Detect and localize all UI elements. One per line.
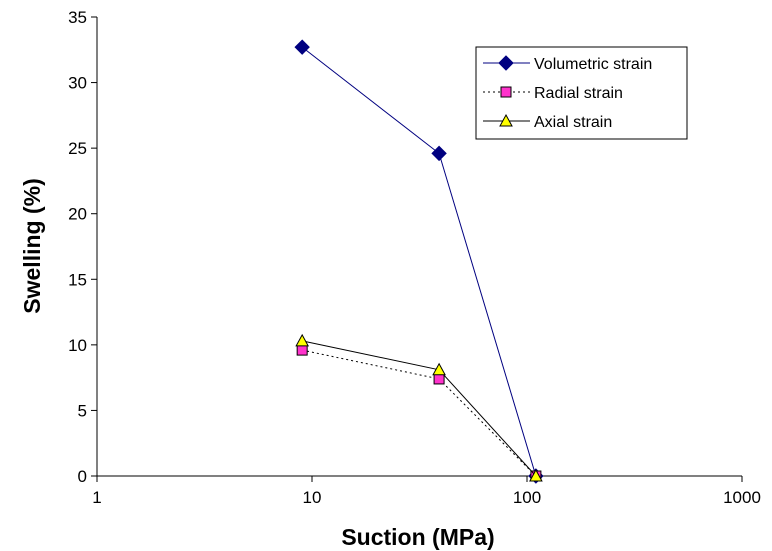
data-point [432,362,446,376]
legend-label: Radial strain [534,85,623,102]
x-tick-label: 1 [92,488,101,507]
y-tick-label: 0 [78,467,87,486]
y-axis-ticks: 0 5 10 15 20 25 30 35 [68,8,97,486]
x-tick-label: 10 [303,488,322,507]
legend: Volumetric strain Radial strain Axial stra… [475,46,688,140]
x-axis-ticks: 1 10 100 1000 [92,476,761,507]
legend-marker [499,113,513,127]
y-tick-label: 25 [68,139,87,158]
series-triangle [295,333,543,482]
legend-marker [498,55,514,71]
series-layer [294,39,544,484]
data-point [294,39,310,55]
y-tick-label: 30 [68,74,87,93]
y-tick-label: 35 [68,8,87,27]
legend-entry: Axial strain [483,113,612,131]
y-tick-label: 5 [78,401,87,420]
legend-label: Axial strain [534,114,612,131]
data-point [295,333,310,347]
data-point [431,145,447,162]
legend-entry: Volumetric strain [483,55,652,73]
data-point [529,468,543,482]
x-axis-title: Suction (MPa) [341,524,494,550]
y-tick-label: 20 [68,205,87,224]
axes [96,17,742,477]
y-axis-title: Swelling (%) [19,178,45,313]
data-point [296,344,308,356]
legend-entry: Radial strain [483,85,623,102]
x-tick-label: 1000 [723,488,761,507]
data-point [433,373,445,385]
series-line [302,349,537,477]
y-tick-label: 15 [68,270,87,289]
legend-label: Volumetric strain [534,56,652,73]
x-tick-label: 100 [513,488,541,507]
y-tick-label: 10 [68,336,87,355]
legend-marker [500,86,512,98]
series-line [302,340,537,477]
